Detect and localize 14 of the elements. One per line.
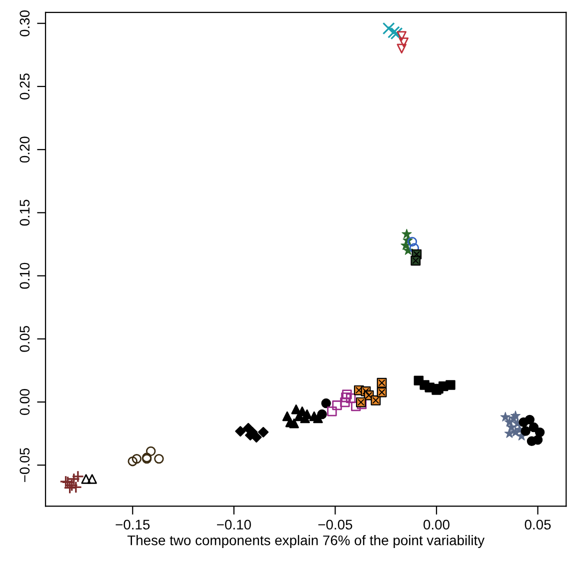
y-tick-label: 0.25 xyxy=(20,74,30,100)
y-tick-label: 0.30 xyxy=(20,10,30,36)
y-tick-label: 0.15 xyxy=(20,200,30,226)
y-tick-label: 0.00 xyxy=(20,389,30,415)
x-axis-title: These two components explain 76% of the point variability xyxy=(127,535,485,548)
x-tick-label: −0.15 xyxy=(116,520,150,530)
x-tick-label: −0.05 xyxy=(318,520,352,530)
y-tick-label: 0.05 xyxy=(20,326,30,352)
x-tick-label: −0.10 xyxy=(217,520,251,530)
y-tick-label: 0.10 xyxy=(20,262,30,289)
x-tick-label: 0.05 xyxy=(524,520,551,530)
x-tick-label: 0.00 xyxy=(424,520,450,530)
y-tick-label: −0.05 xyxy=(20,448,30,482)
y-tick-label: 0.20 xyxy=(20,136,30,163)
